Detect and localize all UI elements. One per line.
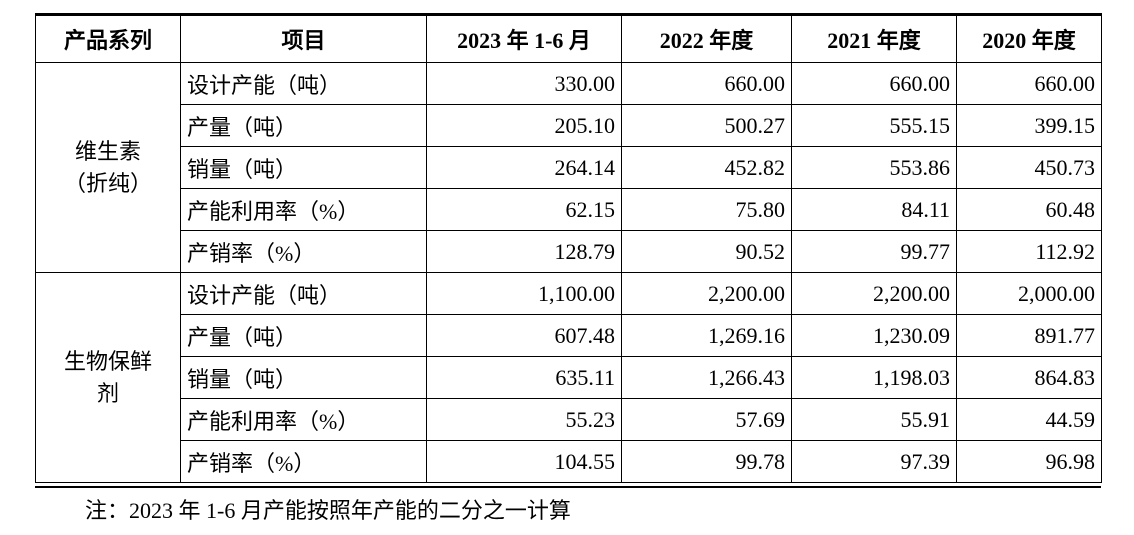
cell-value: 264.14 [426, 146, 622, 189]
row-item-label: 产销率（%） [180, 440, 427, 483]
cell-value: 450.73 [956, 146, 1102, 189]
production-capacity-table: 产品系列 项目 2023 年 1-6 月 2022 年度 2021 年度 202… [35, 13, 1102, 483]
cell-value: 553.86 [791, 146, 957, 189]
cell-value: 205.10 [426, 104, 622, 147]
row-item-label: 产销率（%） [180, 230, 427, 273]
column-header-2020: 2020 年度 [956, 14, 1102, 63]
cell-value: 660.00 [791, 62, 957, 105]
row-item-label: 产量（吨） [180, 314, 427, 357]
row-item-label: 产能利用率（%） [180, 188, 427, 231]
table-row: 销量（吨） 264.14 452.82 553.86 450.73 [36, 146, 1102, 189]
cell-value: 99.77 [791, 230, 957, 273]
column-header-product-series: 产品系列 [35, 14, 181, 63]
cell-value: 1,269.16 [621, 314, 792, 357]
cell-value: 1,100.00 [426, 272, 622, 315]
cell-value: 55.91 [791, 398, 957, 441]
cell-value: 57.69 [621, 398, 792, 441]
column-header-2021: 2021 年度 [791, 14, 957, 63]
cell-value: 1,266.43 [621, 356, 792, 399]
cell-value: 128.79 [426, 230, 622, 273]
table-row: 产量（吨） 205.10 500.27 555.15 399.15 [36, 104, 1102, 147]
table-row: 产量（吨） 607.48 1,269.16 1,230.09 891.77 [36, 314, 1102, 357]
table-row: 销量（吨） 635.11 1,266.43 1,198.03 864.83 [36, 356, 1102, 399]
cell-value: 112.92 [956, 230, 1102, 273]
table-row: 产能利用率（%） 55.23 57.69 55.91 44.59 [36, 398, 1102, 441]
cell-value: 90.52 [621, 230, 792, 273]
cell-value: 500.27 [621, 104, 792, 147]
cell-value: 660.00 [621, 62, 792, 105]
cell-value: 96.98 [956, 440, 1102, 483]
table-row: 维生素 （折纯） 设计产能（吨） 330.00 660.00 660.00 66… [35, 62, 1102, 273]
column-header-2023h1: 2023 年 1-6 月 [426, 14, 622, 63]
row-group-label-vitamin: 维生素 （折纯） [35, 62, 181, 273]
row-item-label: 产能利用率（%） [180, 398, 427, 441]
row-item-label: 销量（吨） [180, 356, 427, 399]
row-item-label: 设计产能（吨） [180, 272, 427, 315]
table-row: 产销率（%） 104.55 99.78 97.39 96.98 [36, 440, 1102, 483]
cell-value: 97.39 [791, 440, 957, 483]
row-item-label: 销量（吨） [180, 146, 427, 189]
header-row: 产品系列 项目 2023 年 1-6 月 2022 年度 2021 年度 202… [35, 14, 1102, 63]
column-header-2022: 2022 年度 [621, 14, 792, 63]
cell-value: 84.11 [791, 188, 957, 231]
cell-value: 55.23 [426, 398, 622, 441]
cell-value: 99.78 [621, 440, 792, 483]
table-footnote: 注：2023 年 1-6 月产能按照年产能的二分之一计算 [85, 498, 571, 523]
row-group-label-preservative: 生物保鲜 剂 [35, 272, 181, 483]
cell-value: 75.80 [621, 188, 792, 231]
cell-value: 399.15 [956, 104, 1102, 147]
cell-value: 104.55 [426, 440, 622, 483]
cell-value: 2,000.00 [956, 272, 1102, 315]
cell-value: 62.15 [426, 188, 622, 231]
table-row: 生物保鲜 剂 设计产能（吨） 1,100.00 2,200.00 2,200.0… [35, 272, 1102, 483]
cell-value: 555.15 [791, 104, 957, 147]
cell-value: 1,230.09 [791, 314, 957, 357]
cell-value: 452.82 [621, 146, 792, 189]
cell-value: 864.83 [956, 356, 1102, 399]
cell-value: 635.11 [426, 356, 622, 399]
row-item-label: 设计产能（吨） [180, 62, 427, 105]
cell-value: 44.59 [956, 398, 1102, 441]
column-header-item: 项目 [180, 14, 427, 63]
production-capacity-table-wrap: 产品系列 项目 2023 年 1-6 月 2022 年度 2021 年度 202… [35, 13, 1102, 488]
cell-value: 607.48 [426, 314, 622, 357]
cell-value: 660.00 [956, 62, 1102, 105]
table-bottom-rule [35, 486, 1101, 488]
row-item-label: 产量（吨） [180, 104, 427, 147]
cell-value: 2,200.00 [621, 272, 792, 315]
cell-value: 891.77 [956, 314, 1102, 357]
table-row: 产销率（%） 128.79 90.52 99.77 112.92 [36, 230, 1102, 273]
cell-value: 60.48 [956, 188, 1102, 231]
cell-value: 2,200.00 [791, 272, 957, 315]
table-row: 产能利用率（%） 62.15 75.80 84.11 60.48 [36, 188, 1102, 231]
cell-value: 1,198.03 [791, 356, 957, 399]
cell-value: 330.00 [426, 62, 622, 105]
